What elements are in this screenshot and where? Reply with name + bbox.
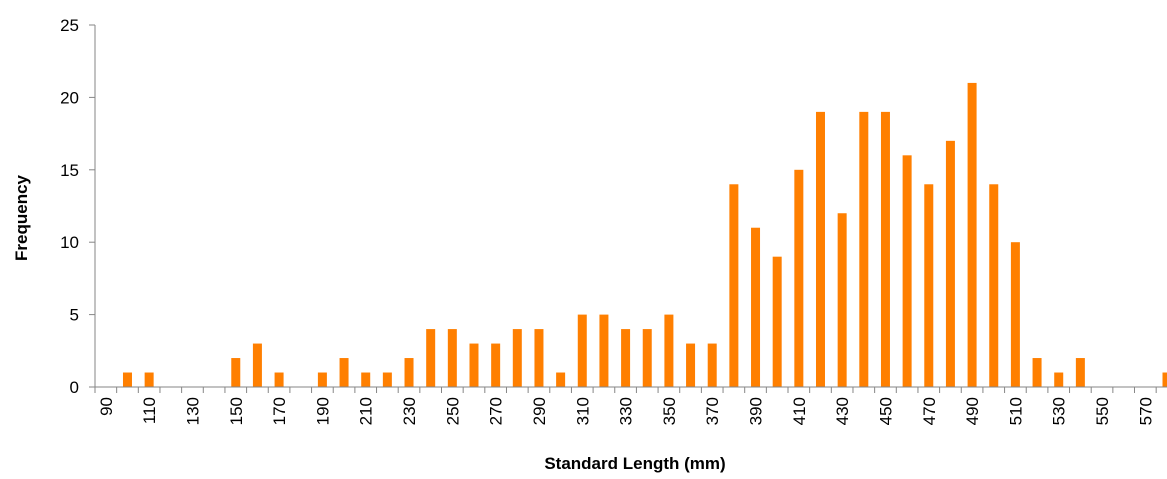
x-tick-label: 230 [400, 397, 419, 425]
x-tick-label: 490 [963, 397, 982, 425]
x-axis-title: Standard Length (mm) [544, 454, 725, 473]
x-tick-label: 370 [703, 397, 722, 425]
bar-440 [859, 111, 869, 387]
x-tick-label: 450 [876, 397, 895, 425]
x-tick-label: 530 [1050, 397, 1069, 425]
y-tick-label: 0 [70, 378, 79, 397]
x-tick-label: 330 [617, 397, 636, 425]
bar-510 [1010, 242, 1020, 387]
bar-190 [317, 372, 327, 387]
x-tick-label: 210 [357, 397, 376, 425]
x-tick-label: 410 [790, 397, 809, 425]
bar-270 [491, 343, 501, 387]
bar-410 [794, 169, 804, 387]
x-tick-label: 250 [443, 397, 462, 425]
x-tick-label: 550 [1093, 397, 1112, 425]
bar-380 [729, 184, 739, 387]
y-tick-label: 20 [60, 88, 79, 107]
x-tick-label: 170 [270, 397, 289, 425]
x-tick-label: 290 [530, 397, 549, 425]
bar-320 [599, 314, 609, 387]
bar-460 [902, 155, 912, 387]
x-tick-label: 90 [97, 397, 116, 416]
x-tick-label: 310 [573, 397, 592, 425]
x-tick-label: 130 [183, 397, 202, 425]
x-tick-label: 510 [1006, 397, 1025, 425]
bar-220 [382, 372, 392, 387]
bar-370 [707, 343, 717, 387]
x-tick-label: 350 [660, 397, 679, 425]
bar-580 [1162, 372, 1167, 387]
bar-330 [621, 329, 631, 387]
y-tick-label: 25 [60, 16, 79, 35]
bar-200 [339, 358, 349, 387]
bar-400 [772, 256, 782, 387]
bar-500 [989, 184, 999, 387]
bar-260 [469, 343, 479, 387]
x-tick-label: 470 [920, 397, 939, 425]
bar-230 [404, 358, 414, 387]
bar-450 [880, 111, 890, 387]
x-axis-ticks: 90 110 130 150 170 190 210 230 250 270 290 310 330 35… [94, 387, 1157, 425]
bar-100 [122, 372, 132, 387]
x-tick-label: 270 [487, 397, 506, 425]
bar-110 [144, 372, 154, 387]
bar-240 [426, 329, 436, 387]
bar-530 [1054, 372, 1064, 387]
x-tick-label: 430 [833, 397, 852, 425]
bar-470 [924, 184, 934, 387]
bar-210 [361, 372, 371, 387]
bar-170 [274, 372, 284, 387]
x-tick-label: 150 [227, 397, 246, 425]
bar-430 [837, 213, 847, 387]
x-tick-label: 110 [140, 397, 159, 424]
bar-290 [534, 329, 544, 387]
y-axis-ticks: 0 5 10 15 20 25 [60, 16, 95, 397]
y-tick-label: 10 [60, 233, 79, 252]
x-tick-label: 390 [747, 397, 766, 425]
bar-280 [512, 329, 522, 387]
bar-390 [751, 227, 761, 387]
bar-150 [231, 358, 241, 387]
bar-490 [967, 82, 977, 388]
bars-group [122, 82, 1167, 388]
bar-310 [577, 314, 587, 387]
bar-480 [945, 140, 955, 387]
bar-250 [447, 329, 457, 387]
bar-540 [1075, 358, 1085, 387]
y-tick-label: 15 [60, 161, 79, 180]
bar-300 [556, 372, 566, 387]
bar-360 [686, 343, 696, 387]
bar-520 [1032, 358, 1042, 387]
y-axis-title: Frequency [12, 174, 31, 261]
bar-420 [815, 111, 825, 387]
y-tick-label: 5 [70, 306, 79, 325]
bar-160 [252, 343, 262, 387]
x-tick-label: 190 [313, 397, 332, 425]
bar-340 [642, 329, 652, 387]
x-tick-label: 570 [1136, 397, 1155, 425]
bar-350 [664, 314, 674, 387]
